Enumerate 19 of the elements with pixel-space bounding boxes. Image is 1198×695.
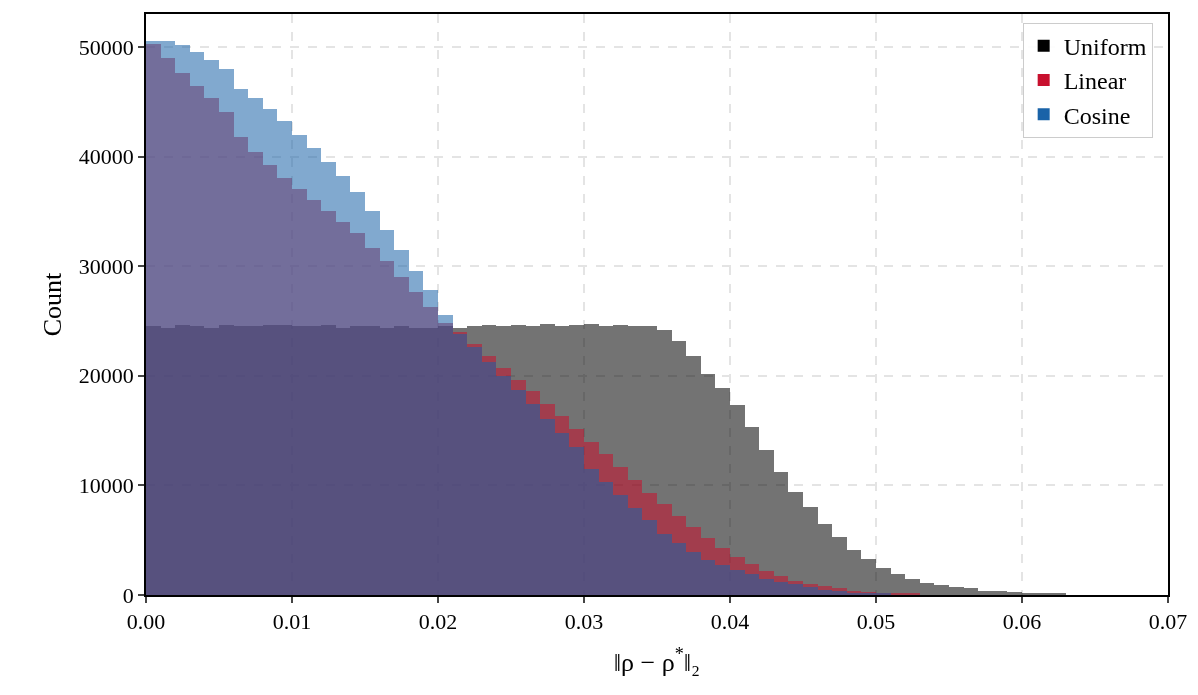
y-tick-label: 10000 — [78, 473, 134, 499]
y-tick-label: 0 — [122, 582, 134, 608]
x-tick-label: 0.01 — [272, 609, 312, 635]
x-tick-label: 0.04 — [710, 609, 750, 635]
x-tick-label: 0.07 — [1148, 609, 1188, 635]
x-tick-label: 0.03 — [564, 609, 604, 635]
y-axis-title: Count — [37, 271, 67, 337]
x-tick-label: 0.06 — [1002, 609, 1042, 635]
x-tick-label: 0.02 — [418, 609, 458, 635]
y-tick-label: 40000 — [78, 144, 134, 170]
x-tick-label: 0.05 — [856, 609, 896, 635]
x-axis-title: ‖ρ − ρ$^{*}$‖₂ — [613, 644, 701, 678]
legend-label: Cosine — [1063, 102, 1131, 129]
y-tick-label: 30000 — [78, 253, 134, 279]
legend-label: Linear — [1063, 68, 1127, 95]
x-tick-label: 0.00 — [126, 609, 166, 635]
y-tick-label: 50000 — [78, 34, 134, 60]
y-tick-label: 20000 — [78, 363, 134, 389]
legend-label: Uniform — [1063, 34, 1147, 61]
